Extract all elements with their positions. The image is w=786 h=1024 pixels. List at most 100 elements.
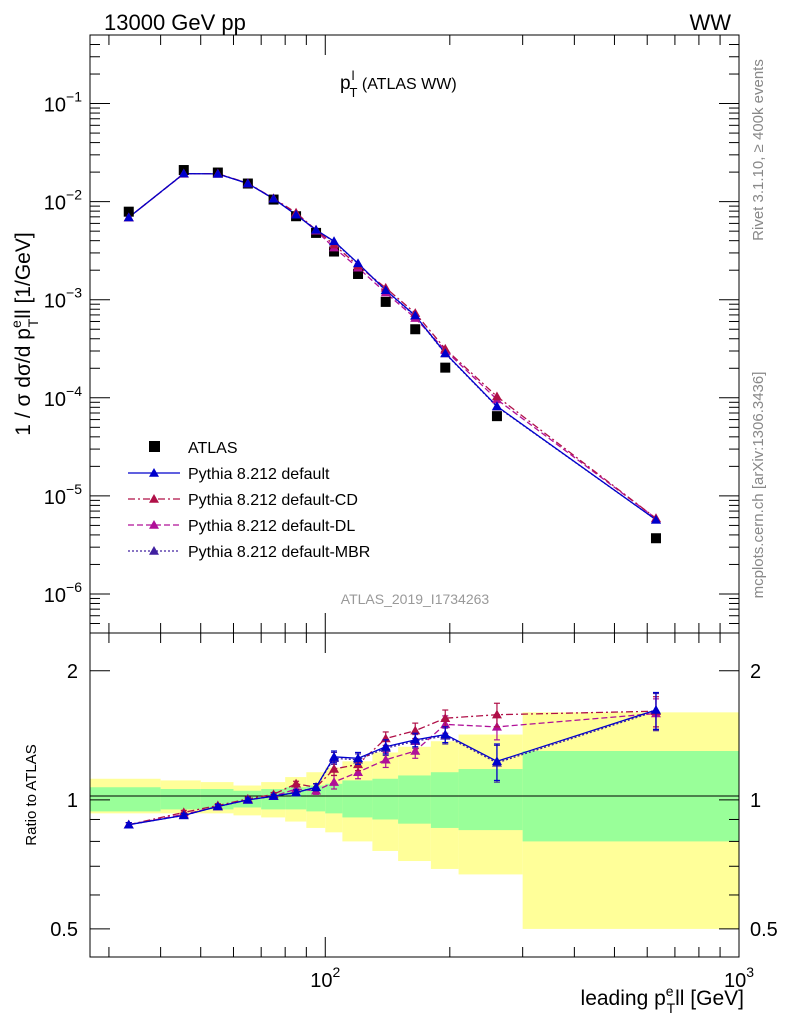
ratio-band-inner	[90, 787, 161, 812]
ratio-xtick-labels: 102 103	[310, 964, 754, 992]
main-ytick-label-exp: −1	[66, 89, 82, 105]
ratio-band-inner	[342, 780, 373, 818]
main-ylabel-sup: e	[8, 320, 24, 328]
plot-title: pl T (ATLAS WW)	[340, 68, 457, 100]
ratio-ytick-label-left: 1	[67, 790, 78, 812]
main-ytick-label: 10−4	[44, 383, 82, 411]
ratio-ytick-label-right: 2	[750, 661, 761, 683]
atlas-data-point	[380, 296, 391, 307]
legend-label: Pythia 8.212 default	[188, 466, 330, 483]
ratio-band-inner	[458, 769, 523, 831]
main-ytick-label-base: 10	[44, 95, 66, 117]
mc-marker	[410, 310, 421, 320]
main-ytick-label-base: 10	[44, 585, 66, 607]
rivet-label: Rivet 3.1.10, ≥ 400k events	[750, 59, 767, 241]
ratio-marker	[178, 810, 189, 820]
ratio-marker	[491, 709, 502, 719]
ratio-marker	[353, 753, 364, 763]
ratio-series-line	[128, 710, 657, 826]
ratio-marker	[410, 725, 421, 735]
x-axis-label-suffix: ll [GeV]	[675, 987, 744, 1010]
ratio-marker	[380, 741, 391, 751]
mc-marker	[491, 391, 502, 401]
ratio-marker	[491, 756, 502, 766]
ratio-ytick-label-right: 0.5	[750, 919, 778, 941]
atlas-data-point	[650, 533, 661, 544]
main-axis-ticks	[90, 34, 740, 634]
legend-marker	[149, 494, 159, 503]
mc-marker	[440, 348, 451, 357]
ratio-marker	[291, 787, 302, 797]
main-ytick-label: 10−2	[44, 187, 82, 215]
ratio-band-inner	[372, 778, 399, 820]
atlas-data-point	[353, 268, 364, 279]
legend-marker	[149, 468, 159, 477]
ratio-marker	[380, 754, 391, 764]
main-ytick-label-base: 10	[44, 193, 66, 215]
ratio-marker	[329, 764, 340, 773]
mc-marker	[123, 212, 134, 222]
mc-marker	[329, 236, 340, 245]
x-tick-label: 103	[724, 964, 754, 992]
x-tick-label-exp: 2	[332, 964, 340, 980]
ratio-marker	[329, 751, 340, 761]
x-tick-label-base: 10	[310, 970, 332, 992]
legend-label: Pythia 8.212 default-MBR	[188, 544, 370, 561]
main-ylabel-text: 1 / σ dσ/d p	[12, 328, 35, 436]
ratio-marker	[329, 777, 340, 786]
legend-marker-atlas	[149, 441, 160, 452]
mc-marker	[242, 178, 253, 188]
atlas-data-point	[440, 362, 451, 373]
analysis-watermark: ATLAS_2019_I1734263	[341, 591, 490, 607]
mc-marker	[353, 258, 364, 268]
main-ylabel-suffix: ll [1/GeV]	[12, 232, 35, 318]
main-ytick-label-exp: −2	[66, 187, 82, 203]
ratio-band-inner	[160, 789, 201, 810]
ratio-ylabel: Ratio to ATLAS	[23, 744, 40, 845]
atlas-data-point	[410, 324, 421, 335]
main-ytick-label-exp: −6	[66, 579, 82, 595]
ratio-band-inner	[306, 785, 326, 812]
x-axis-label-text: leading p	[581, 987, 666, 1010]
ratio-band-inner	[398, 775, 431, 824]
x-tick-label-base: 10	[724, 970, 746, 992]
main-ytick-label-base: 10	[44, 291, 66, 313]
main-ytick-label: 10−1	[44, 89, 82, 117]
ratio-band-inner	[325, 783, 343, 814]
main-ytick-label-exp: −3	[66, 285, 82, 301]
main-ylabel: 1 / σ dσ/d peTll [1/GeV]	[8, 232, 41, 435]
mc-marker	[311, 224, 322, 234]
main-ytick-label-base: 10	[44, 487, 66, 509]
main-ytick-label: 10−6	[44, 579, 82, 607]
ratio-marker	[410, 745, 421, 755]
legend: ATLAS Pythia 8.212 default Pythia 8.212 de…	[128, 440, 370, 561]
x-axis-label: leading pe Tll [GeV]	[581, 983, 744, 1016]
legend-marker	[149, 546, 159, 555]
ratio-marker	[123, 819, 134, 829]
ratio-band-inner	[430, 772, 459, 828]
atlas-data-point	[329, 246, 340, 257]
mc-marker	[650, 514, 661, 524]
ratio-marker	[650, 705, 661, 714]
mc-marker	[212, 168, 223, 178]
ratio-marker	[410, 734, 421, 744]
ratio-marker	[268, 791, 279, 800]
main-ytick-label: 10−5	[44, 481, 82, 509]
atlas-data-point	[123, 206, 134, 217]
x-axis-label-sub: T	[667, 1000, 676, 1016]
mcplots-label: mcplots.cern.ch [arXiv:1306.3436]	[750, 372, 767, 599]
header-right: WW	[689, 10, 731, 35]
main-ytick-labels: 10−610−510−410−310−210−1	[44, 89, 82, 607]
ratio-frame	[89, 632, 740, 958]
main-panel: 10−610−510−410−310−210−1 pl T (ATLAS WW) …	[8, 34, 740, 634]
legend-marker	[149, 520, 159, 529]
mc-marker	[291, 209, 302, 219]
x-tick-label-exp: 3	[746, 964, 754, 980]
main-series-layer	[123, 165, 661, 544]
ratio-ytick-label-left: 2	[67, 661, 78, 683]
x-axis-label-sup: e	[666, 983, 674, 999]
ratio-series-layer	[123, 691, 661, 829]
ratio-panel: 0.5 0.51 12 2 102 103 Ratio to ATLAS leading…	[23, 632, 778, 1016]
ratio-series-line	[128, 709, 657, 826]
